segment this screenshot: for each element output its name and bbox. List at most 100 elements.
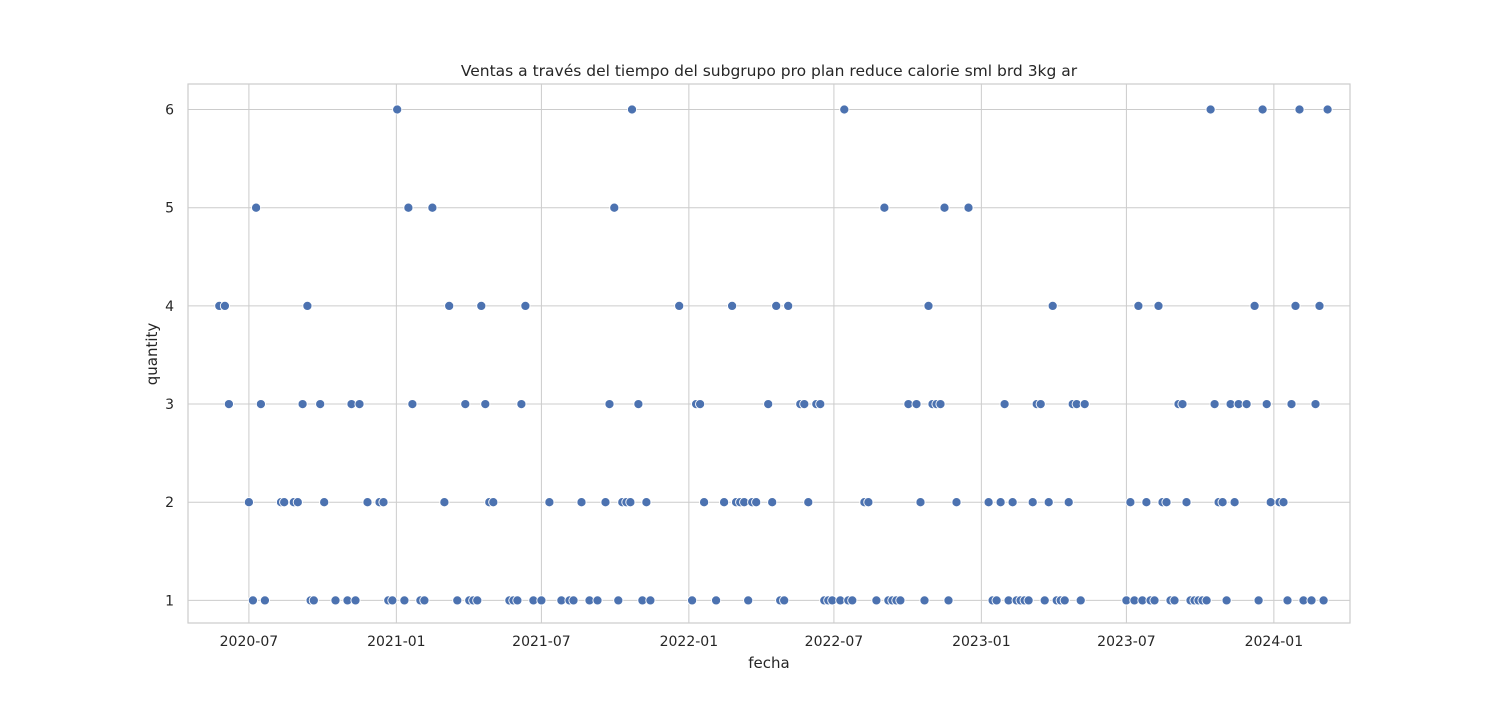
data-point <box>399 595 410 606</box>
data-point <box>641 497 652 508</box>
data-point <box>488 497 499 508</box>
data-point <box>1294 104 1305 115</box>
data-point <box>1027 497 1038 508</box>
data-point <box>633 399 644 410</box>
x-tick-label: 2024-01 <box>1245 634 1304 650</box>
y-tick-label: 6 <box>165 103 174 119</box>
x-tick-label: 2021-01 <box>367 634 426 650</box>
data-point <box>1075 595 1086 606</box>
data-point <box>1205 104 1216 115</box>
data-point <box>743 595 754 606</box>
data-point <box>576 497 587 508</box>
data-point <box>1282 595 1293 606</box>
data-point <box>592 595 603 606</box>
data-point <box>427 202 438 213</box>
data-point <box>460 399 471 410</box>
data-point <box>1059 595 1070 606</box>
data-point <box>604 399 615 410</box>
data-point <box>403 202 414 213</box>
data-point <box>935 399 946 410</box>
data-point <box>536 595 547 606</box>
data-point <box>1261 399 1272 410</box>
data-point <box>392 104 403 115</box>
data-point <box>803 497 814 508</box>
data-point <box>613 595 624 606</box>
data-point <box>1039 595 1050 606</box>
data-point <box>1229 497 1240 508</box>
data-point <box>1265 497 1276 508</box>
data-point <box>1306 595 1317 606</box>
data-point <box>783 300 794 311</box>
chart-title: Ventas a través del tiempo del subgrupo … <box>461 62 1078 80</box>
data-point <box>1043 497 1054 508</box>
data-point <box>727 300 738 311</box>
data-point <box>699 497 710 508</box>
data-point <box>1278 497 1289 508</box>
data-point <box>1063 497 1074 508</box>
x-axis-label: fecha <box>748 654 789 672</box>
data-point <box>625 497 636 508</box>
data-point <box>951 497 962 508</box>
y-tick-label: 3 <box>165 397 174 413</box>
data-point <box>319 497 330 508</box>
x-tick-label: 2022-01 <box>660 634 719 650</box>
data-point <box>1217 497 1228 508</box>
data-point <box>544 497 555 508</box>
data-point <box>1249 300 1260 311</box>
data-point <box>568 595 579 606</box>
data-point <box>1079 399 1090 410</box>
data-point <box>674 300 685 311</box>
data-point <box>387 595 398 606</box>
y-tick-label: 1 <box>165 593 174 609</box>
data-point <box>439 497 450 508</box>
data-point <box>512 595 523 606</box>
data-point <box>362 497 373 508</box>
data-point <box>1133 300 1144 311</box>
data-point <box>247 595 258 606</box>
x-tick-label: 2023-07 <box>1097 634 1156 650</box>
y-axis-label: quantity <box>143 323 161 386</box>
data-point <box>919 595 930 606</box>
data-point <box>1177 399 1188 410</box>
data-point <box>1153 300 1164 311</box>
data-point <box>243 497 254 508</box>
data-point <box>1169 595 1180 606</box>
data-point <box>1241 399 1252 410</box>
data-point <box>219 300 230 311</box>
data-point <box>763 399 774 410</box>
data-point <box>1314 300 1325 311</box>
data-point <box>609 202 620 213</box>
data-point <box>879 202 890 213</box>
data-point <box>223 399 234 410</box>
data-point <box>923 300 934 311</box>
data-point <box>915 497 926 508</box>
data-point <box>259 595 270 606</box>
x-tick-label: 2020-07 <box>220 634 279 650</box>
data-point <box>297 399 308 410</box>
data-point <box>1286 399 1297 410</box>
data-point <box>444 300 455 311</box>
data-point <box>1149 595 1160 606</box>
data-point <box>251 202 262 213</box>
data-point <box>292 497 303 508</box>
data-point <box>476 300 487 311</box>
data-point <box>999 399 1010 410</box>
data-point <box>719 497 730 508</box>
data-point <box>1290 300 1301 311</box>
data-point <box>645 595 656 606</box>
y-tick-label: 5 <box>165 201 174 217</box>
data-point <box>751 497 762 508</box>
data-point <box>995 497 1006 508</box>
data-point <box>847 595 858 606</box>
data-point <box>863 497 874 508</box>
x-grid <box>248 84 1275 623</box>
data-point <box>308 595 319 606</box>
data-point <box>472 595 483 606</box>
data-point <box>1161 497 1172 508</box>
data-point <box>963 202 974 213</box>
data-point <box>771 300 782 311</box>
data-point <box>1125 497 1136 508</box>
x-tick-label: 2022-07 <box>805 634 864 650</box>
